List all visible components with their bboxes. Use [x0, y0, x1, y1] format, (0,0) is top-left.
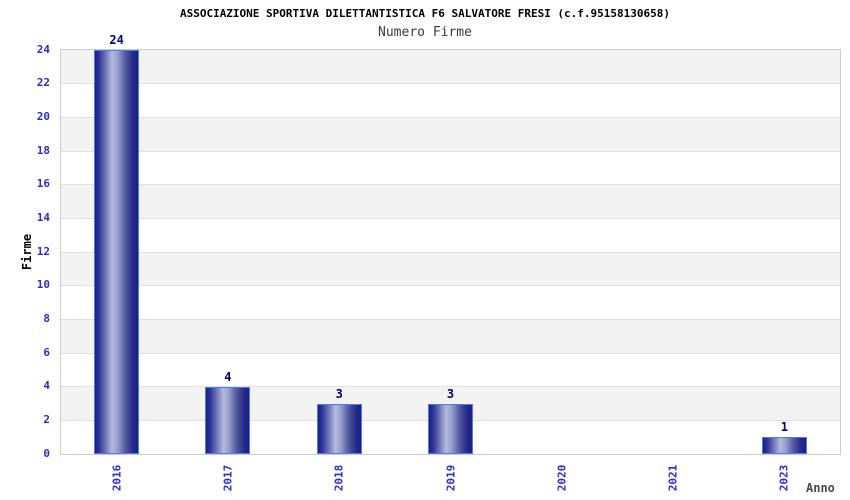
- grid-line: [61, 251, 840, 253]
- grid-band: [61, 184, 840, 219]
- y-tick-label: 6: [43, 345, 50, 359]
- grid-band: [61, 319, 840, 353]
- grid-band: [61, 353, 840, 387]
- grid-band: [61, 218, 840, 252]
- y-tick-label: 2: [43, 412, 50, 426]
- x-tick-label: 2017: [221, 464, 235, 492]
- grid-line: [61, 386, 840, 388]
- x-tick-label: 2023: [777, 464, 791, 492]
- grid-line: [61, 285, 840, 287]
- plot-area: 24 4 3 3 1: [60, 33, 841, 455]
- grid-line: [61, 184, 840, 186]
- grid-band: [61, 117, 840, 151]
- x-tick-label: 2016: [110, 464, 124, 492]
- y-tick-label: 8: [43, 311, 50, 325]
- bar: [428, 403, 473, 454]
- y-tick-label: 24: [36, 42, 50, 56]
- y-tick-label: 20: [36, 109, 50, 123]
- bar-value-label: 4: [224, 369, 232, 384]
- bar-value-label: 3: [446, 386, 455, 401]
- grid-line: [61, 83, 840, 85]
- grid-line: [61, 352, 840, 354]
- y-tick-label: 22: [36, 76, 50, 90]
- bar: [94, 50, 140, 454]
- x-tick-label: 2020: [555, 464, 569, 492]
- grid-line: [61, 116, 840, 118]
- grid-band: [61, 50, 840, 84]
- grid-band: [61, 83, 840, 118]
- grid-line: [61, 217, 840, 219]
- bar: [761, 437, 807, 454]
- bar-value-label: 1: [780, 420, 788, 435]
- bar: [205, 386, 251, 454]
- grid-band: [61, 151, 840, 185]
- x-tick-label: 2021: [666, 464, 680, 492]
- x-tick-label: 2019: [444, 464, 457, 492]
- grid-line: [61, 318, 840, 320]
- y-tick-label: 12: [36, 244, 50, 258]
- x-axis-title: Anno: [806, 481, 835, 495]
- bar-value-label: 3: [335, 386, 343, 401]
- chart-subtitle: Numero Firme: [378, 25, 472, 40]
- grid-line: [61, 150, 840, 152]
- y-tick-label: 16: [36, 177, 50, 191]
- grid-band: [61, 252, 840, 286]
- grid-band: [61, 285, 840, 320]
- y-tick-label: 4: [43, 379, 50, 393]
- y-tick-label: 0: [43, 446, 50, 460]
- bar-value-label: 24: [109, 33, 124, 47]
- chart-title: ASSOCIAZIONE SPORTIVA DILETTANTISTICA F6…: [179, 7, 671, 20]
- y-tick-label: 18: [36, 143, 50, 157]
- bar: [316, 403, 362, 454]
- y-tick-label: 10: [36, 278, 50, 292]
- x-tick-label: 2018: [332, 464, 346, 492]
- y-tick-label: 14: [36, 210, 50, 224]
